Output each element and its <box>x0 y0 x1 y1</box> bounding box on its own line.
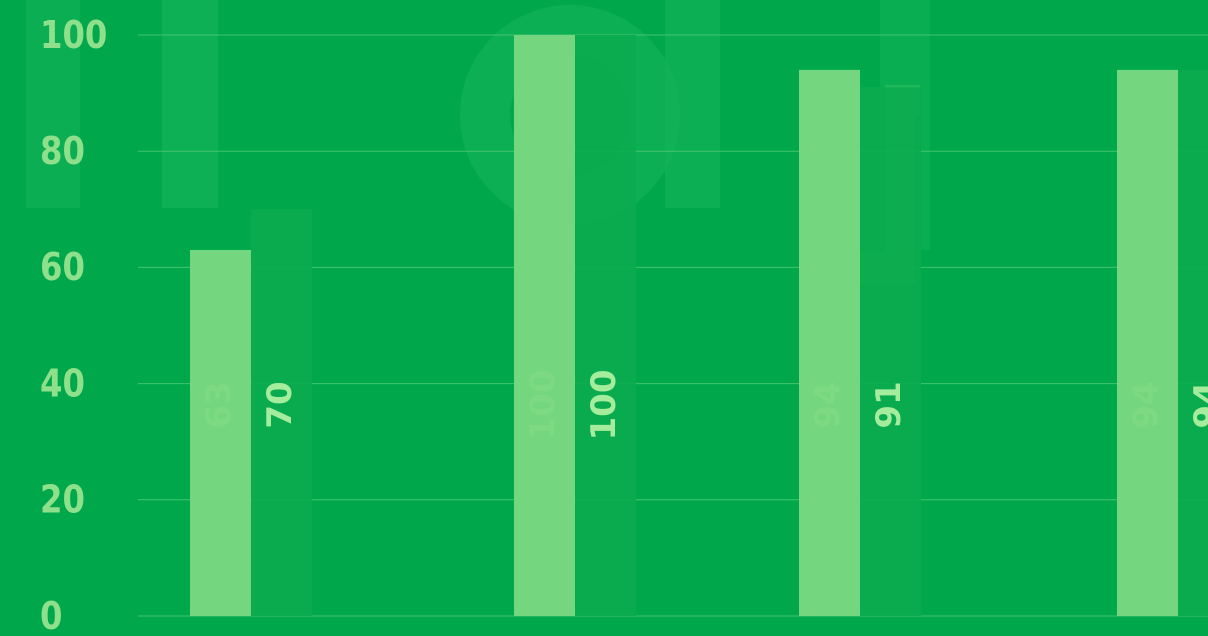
bar <box>1178 69 1208 617</box>
y-tick-label: 0 <box>40 594 62 636</box>
y-tick-label: 100 <box>40 13 107 57</box>
bar <box>190 249 251 616</box>
bar <box>575 35 636 616</box>
bar <box>799 69 860 617</box>
bar <box>1117 69 1178 617</box>
value-label: 70 <box>260 381 300 428</box>
y-tick-label: 60 <box>40 246 85 290</box>
y-tick-label: 20 <box>40 478 85 522</box>
bar <box>860 87 921 617</box>
bar <box>514 35 575 616</box>
value-label: 91 <box>869 381 909 428</box>
value-label: 94 <box>1126 381 1166 428</box>
y-tick-label: 40 <box>40 362 85 406</box>
decoration <box>665 0 720 208</box>
value-label: 100 <box>584 370 624 441</box>
value-label: 63 <box>199 381 239 428</box>
bar <box>251 209 312 617</box>
value-label: 100 <box>523 370 563 441</box>
decoration <box>162 0 218 208</box>
plot: 0 20 40 60 80 100 63 100 94 94 70 100 91 94 <box>40 13 1208 636</box>
y-tick-label: 80 <box>40 129 85 173</box>
value-label: 94 <box>1187 381 1208 428</box>
decoration <box>26 0 80 208</box>
value-label: 94 <box>808 381 848 428</box>
